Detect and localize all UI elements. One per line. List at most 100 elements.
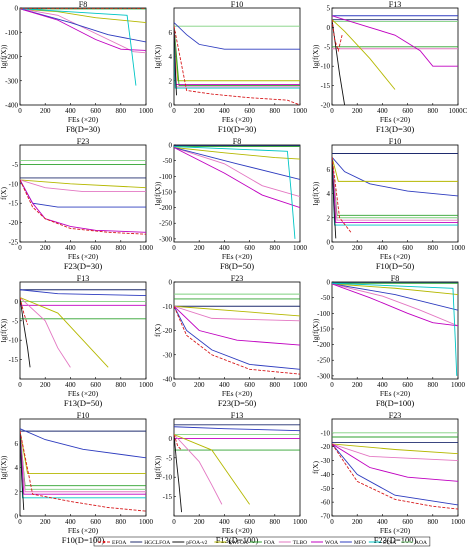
series-line-woa [20,179,146,233]
chart-title: F23 [231,274,243,283]
y-tick-label: -50 [321,294,331,302]
series-line-stsa [332,282,458,376]
series-line-aoa [332,157,458,219]
series-line-pfoa-v2 [174,434,183,513]
series-line-tlbo [20,8,146,54]
x-axis-label: FEs (×20) [68,526,99,535]
chart-title: F8 [391,274,399,283]
chart-title: F8 [233,137,241,146]
legend-item-foa: FOA [249,540,275,546]
series-line-efoa [20,431,146,512]
y-tick-label: -70 [321,513,331,521]
x-tick-label: 200 [352,518,363,526]
y-tick-label: -100 [317,310,330,318]
y-tick-label: -200 [159,204,172,212]
x-tick-label: 600 [244,244,255,252]
series-line-mfo [332,156,458,197]
x-tick-label: 400 [377,244,388,252]
chart-caption: F13(D=100) [216,535,259,545]
x-tick-label: 600 [90,107,101,115]
x-tick-label: 1000C [449,107,468,115]
x-axis-label: FEs (×20) [68,389,99,398]
x-tick-label: 800 [428,107,439,115]
series-line-pfoa-v2 [332,19,346,105]
series-line-tlbo [20,297,71,368]
x-tick-label: 800 [116,244,127,252]
chart-title: F23 [77,137,89,146]
chart-caption: F10(D=100) [62,535,105,545]
chart-panel-1: F8 0 200 400 600 800 1000 -400 -300 -200 -100 0 FEs … [0,0,154,134]
y-tick-label: -5 [324,43,330,51]
series-line-tlbo [174,305,300,322]
series-line-woa [332,443,458,482]
x-tick-label: 200 [194,107,205,115]
x-tick-label: 600 [90,244,101,252]
chart-panel-11: F13 0 200 400 600 800 1000 -15 -10 -5 0 FEs (×20) lg… [153,411,308,545]
series-line-efoa [332,157,352,233]
y-tick-label: 0 [327,24,331,32]
plot-frame [331,418,459,517]
x-tick-label: 400 [377,518,388,526]
legend-item-tlbo: TLBO [278,540,307,546]
x-tick-label: 400 [377,381,388,389]
series-line-mfo [174,22,300,50]
y-tick-label: 0 [15,5,19,13]
y-tick-label: -300 [159,235,172,243]
series-line-stsa [20,8,137,86]
series-line-mfo [174,306,300,370]
series-line-mfo [174,426,300,432]
x-tick-label: 600 [402,107,413,115]
legend-label: FOA [264,540,275,546]
x-tick-label: 400 [65,107,76,115]
y-tick-label: -150 [317,325,330,333]
x-tick-label: 400 [65,518,76,526]
series-line-tlbo [332,283,458,327]
y-tick-label: -150 [159,188,172,196]
series-line-tlbo [174,147,300,198]
series-line-foa [20,431,146,487]
legend-item-rwfoa: RWFOA [214,540,248,546]
series-line-mfo [332,283,458,311]
x-tick-label: 0 [172,518,176,526]
legend-item-stsa: STSA [368,540,396,546]
plot-frame [19,418,147,517]
legend-label: RWFOA [228,540,248,546]
y-tick-label: 0 [327,279,331,287]
y-tick-label: 6 [15,440,19,448]
y-tick-label: -25 [9,239,19,247]
series-line-efoa [174,306,300,375]
legend: EFOA HGCLFOA pFOA-v2 RWFOA FOA TLBO WOA MFO STSA… [93,536,431,547]
x-tick-label: 600 [244,107,255,115]
y-tick-label: -200 [317,341,330,349]
chart-panel-7: F13 0 200 400 600 800 1000 -15 -10 -5 0 FEs (×20) lg… [0,274,154,408]
chart-panel-10: F10 0 200 400 600 800 1000 0 2 4 6 FEs (×20) lg(f(X)… [0,411,154,545]
x-tick-label: 800 [116,381,127,389]
y-tick-label: 2 [169,77,173,85]
chart-title: F10 [231,0,243,9]
series-line-stsa [332,157,458,226]
y-tick-label: -400 [5,102,18,110]
x-axis-label: FEs (×20) [222,526,253,535]
y-tick-label: 0 [169,435,173,443]
series-line-foa [332,157,458,216]
x-tick-label: 400 [219,381,230,389]
y-axis-label: lg(f(X)) [311,44,320,68]
series-line-rwfoa [20,8,146,23]
x-tick-label: 600 [244,381,255,389]
series-line-woa [332,283,458,327]
x-tick-label: 600 [90,381,101,389]
chart-panel-8: F23 0 200 400 600 800 1000 -40 -30 -20 -10 0 FEs (×2… [153,274,308,408]
plot-frame [331,281,459,380]
series-line-pfoa-v2 [332,157,337,239]
chart-panel-5: F8 0 200 400 600 800 1000 -300 -250 -200 -150 -100 -… [153,137,308,271]
series-line-efoa [332,443,458,510]
series-line-rwfoa [20,179,146,189]
legend-item-pfoa-v2: pFOA-v2 [172,540,208,546]
y-axis-label: lg(f(X)) [153,455,162,479]
y-tick-label: -60 [321,499,331,507]
x-tick-label: 200 [194,518,205,526]
chart-panel-2: F10 0 200 400 600 800 1000 0 2 4 6 FEs (×20) lg(f(X)… [153,0,308,134]
legend-item-mfo: MFO [339,540,366,546]
x-tick-label: 1000 [139,107,154,115]
